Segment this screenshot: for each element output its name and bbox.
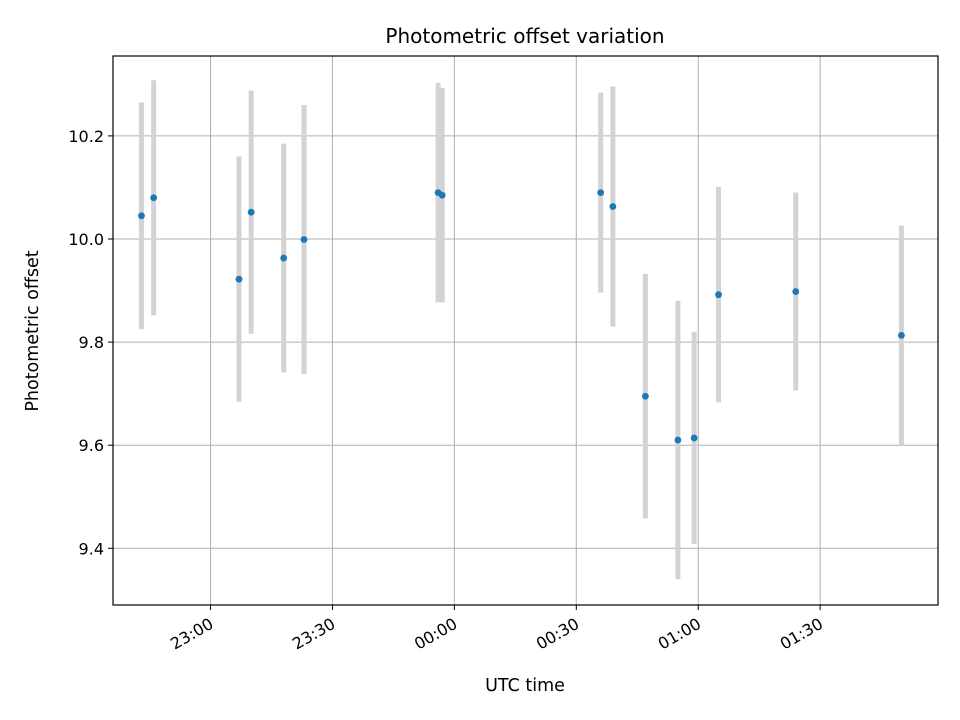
data-point [300, 236, 308, 243]
data-point [792, 288, 800, 295]
data-point [674, 436, 682, 444]
y-axis-label: Photometric offset [23, 250, 43, 411]
data-point [641, 392, 649, 400]
data-points [138, 189, 905, 444]
y-tick-label: 10.2 [68, 127, 104, 146]
data-point [247, 208, 255, 216]
data-point [138, 212, 145, 220]
y-tick-label: 10.0 [68, 230, 104, 249]
data-point [150, 194, 158, 202]
y-axis-ticks: 9.4 9.6 9.8 10.0 10.2 [68, 127, 113, 558]
data-point [690, 434, 698, 442]
data-point [597, 189, 605, 197]
plot-frame [112, 55, 939, 606]
data-point [438, 191, 446, 199]
x-axis-label: UTC time [485, 676, 565, 696]
y-tick-label: 9.8 [79, 333, 104, 352]
data-point [715, 291, 722, 299]
y-tick-label: 9.6 [79, 436, 104, 455]
data-point [898, 331, 905, 339]
data-point [235, 275, 243, 283]
data-point [280, 254, 288, 262]
data-point [609, 203, 617, 210]
chart-title: Photometric offset variation [385, 24, 664, 48]
y-tick-label: 9.4 [79, 539, 104, 558]
